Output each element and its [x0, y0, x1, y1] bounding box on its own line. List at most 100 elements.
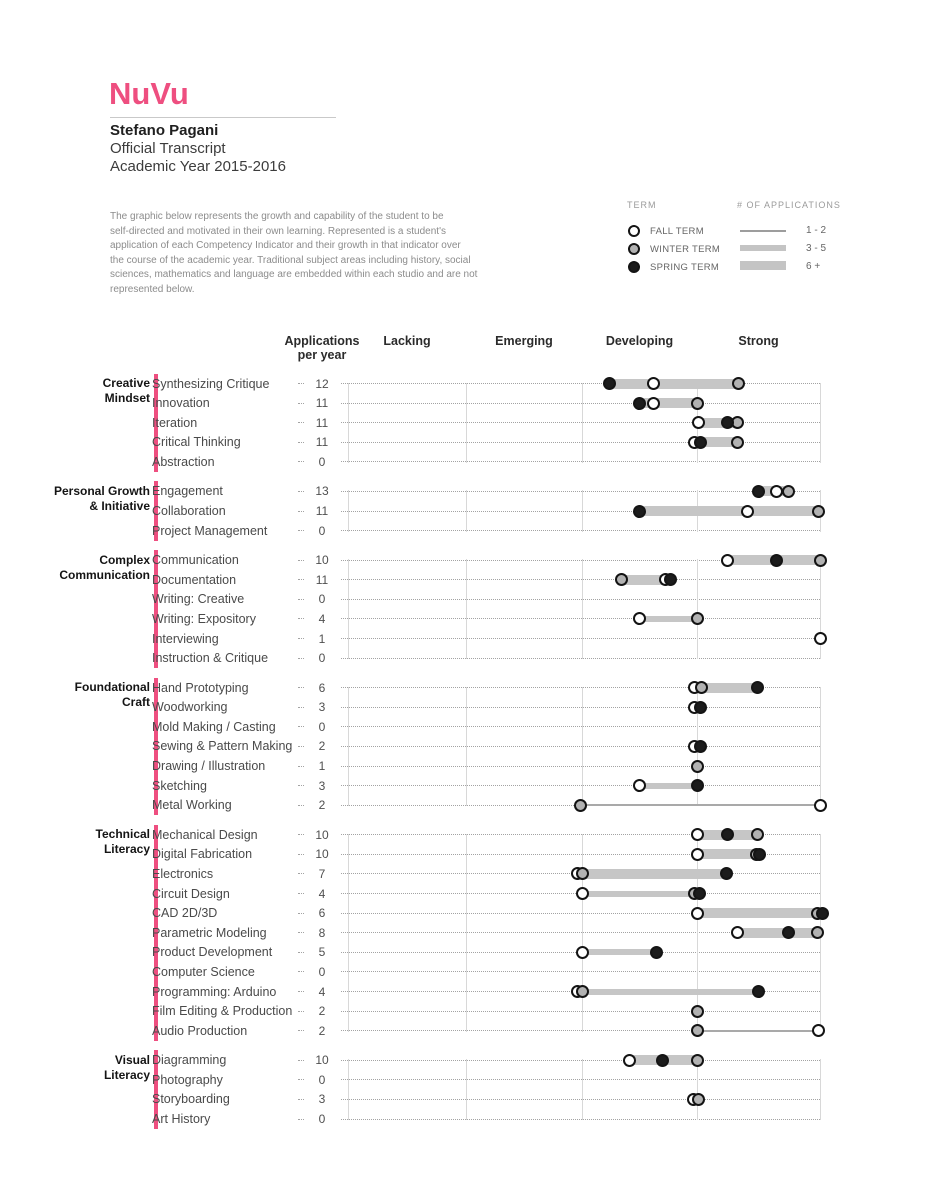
row-dotted-leader [298, 1030, 820, 1032]
term-dot-fall [646, 377, 660, 390]
term-dot-spring [690, 779, 704, 793]
row-apps-count: 0 [304, 1072, 340, 1087]
legend-fall-label: FALL TERM [650, 226, 704, 237]
row-dotted-leader [298, 873, 820, 875]
logo-divider [110, 117, 336, 118]
gridline [582, 490, 583, 532]
term-dot-spring [633, 504, 646, 518]
gridline [348, 490, 349, 532]
gridline [348, 686, 349, 807]
row-dotted-leader [298, 1010, 820, 1012]
row-apps-count: 7 [304, 866, 340, 881]
row-dotted-leader [298, 726, 820, 728]
row-dotted-leader [298, 1059, 820, 1061]
term-dot-spring [750, 681, 764, 695]
row-label: Electronics [152, 866, 214, 881]
row-dotted-leader [298, 510, 820, 512]
term-dot-winter [575, 867, 589, 881]
term-dot-fall [690, 828, 704, 842]
term-dot-spring [694, 700, 708, 714]
row-dotted-leader [298, 657, 820, 659]
application-range-bar [737, 927, 818, 938]
row-dotted-leader [298, 422, 820, 424]
term-dot-spring [664, 573, 678, 587]
row-apps-count: 11 [304, 396, 340, 411]
legend-thin-line-icon [740, 230, 786, 232]
group-accent-bar [154, 1050, 158, 1129]
row-label: Writing: Expository [152, 611, 256, 626]
term-dot-spring [694, 435, 708, 449]
row-dotted-leader [298, 785, 820, 787]
winter-term-dot-icon [628, 243, 640, 255]
row-apps-count: 4 [304, 984, 340, 999]
row-dotted-leader [298, 618, 820, 620]
row-dotted-leader [298, 490, 820, 492]
application-range-bar [697, 908, 823, 919]
term-dot-winter [811, 926, 825, 940]
row-label: Product Development [152, 945, 273, 960]
row-apps-count: 11 [304, 435, 340, 450]
spring-term-dot-icon [628, 261, 640, 273]
row-label: Art History [152, 1112, 211, 1126]
row-label: Photography [152, 1072, 223, 1087]
gridline [466, 382, 467, 463]
term-dot-winter [732, 377, 746, 390]
row-label: Writing: Creative [152, 592, 245, 607]
application-range-bar [694, 437, 738, 448]
term-dot-fall [690, 847, 704, 861]
row-apps-count: 3 [304, 1092, 340, 1107]
gridline [820, 382, 821, 463]
row-apps-count: 1 [304, 759, 340, 773]
row-dotted-leader [298, 402, 820, 404]
term-dot-fall [646, 396, 660, 410]
student-name: Stefano Pagani [110, 122, 219, 139]
row-apps-count: 10 [304, 847, 340, 862]
academic-year: Academic Year 2015-2016 [110, 158, 286, 175]
row-dotted-leader [298, 912, 820, 914]
term-dot-spring [603, 377, 617, 390]
row-dotted-leader [298, 598, 820, 600]
transcript-title: Official Transcript [110, 140, 226, 157]
row-dotted-leader [298, 559, 820, 561]
term-dot-winter [690, 759, 704, 773]
term-dot-fall [690, 906, 704, 920]
row-label: Parametric Modeling [152, 925, 267, 940]
group-accent-bar [154, 677, 158, 816]
row-apps-count: 11 [304, 504, 340, 518]
term-dot-spring [752, 985, 765, 998]
gridline [466, 1059, 467, 1120]
application-range-bar [639, 782, 697, 789]
application-range-bar [694, 682, 758, 693]
legend-apps-title: # OF APPLICATIONS [737, 200, 841, 210]
term-dot-winter [731, 435, 745, 449]
row-apps-count: 10 [304, 827, 340, 842]
row-label: Documentation [152, 572, 237, 587]
legend-apps-1-2: 1 - 2 [806, 225, 827, 236]
legend-spring-label: SPRING TERM [650, 262, 720, 273]
group-label: Foundational Craft [74, 680, 150, 710]
row-apps-count: 13 [304, 484, 340, 499]
gridline [697, 559, 698, 660]
row-apps-count: 11 [304, 415, 340, 430]
row-dotted-leader [298, 834, 820, 836]
application-range-bar [639, 506, 819, 516]
application-range-bar [698, 417, 738, 428]
row-dotted-leader [298, 1118, 820, 1120]
term-dot-spring [815, 906, 829, 920]
group-label: Complex Communication [59, 552, 150, 582]
term-dot-spring [656, 1053, 669, 1067]
row-label: Mechanical Design [152, 827, 258, 842]
row-dotted-leader [298, 1098, 820, 1100]
group-label: Visual Literacy [103, 1052, 150, 1082]
application-range-bar [697, 849, 760, 860]
axis-header-developing: Developing [605, 334, 674, 348]
term-dot-winter [690, 1024, 704, 1038]
row-apps-count: 6 [304, 680, 340, 695]
application-range-bar [639, 398, 697, 409]
term-dot-spring [720, 867, 734, 881]
intro-paragraph: The graphic below represents the growth … [110, 211, 478, 295]
gridline [582, 833, 583, 1032]
term-dot-fall [813, 798, 827, 812]
term-dot-fall [633, 779, 646, 793]
group-accent-bar [154, 481, 158, 541]
